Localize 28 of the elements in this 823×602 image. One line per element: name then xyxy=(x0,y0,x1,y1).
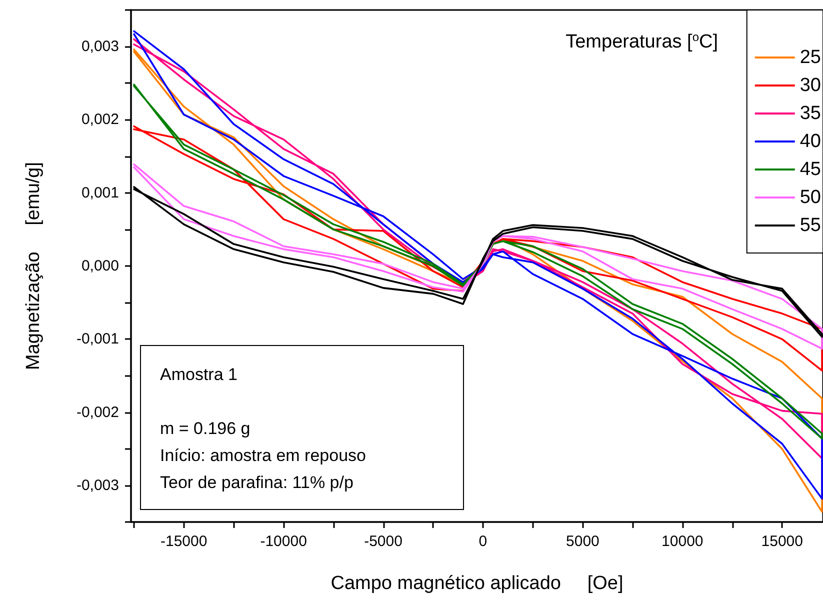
x-tick-label: 5000 xyxy=(566,533,600,550)
annotation: Início: amostra em repouso xyxy=(160,446,366,465)
x-tick-label: 15000 xyxy=(761,533,803,550)
y-axis-title: Magnetização [emu/g] xyxy=(23,162,44,370)
legend-label: 55 xyxy=(800,215,822,236)
legend-label: 30 xyxy=(800,75,822,96)
y-tick-label: 0,003 xyxy=(81,38,119,56)
legend-label: 25 xyxy=(800,47,822,68)
annotation: Teor de parafina: 11% p/p xyxy=(160,473,354,492)
x-tick-label: 10000 xyxy=(662,533,704,550)
legend-label: 40 xyxy=(800,131,822,152)
annotation: Amostra 1 xyxy=(160,365,238,384)
annotation: m = 0.196 g xyxy=(160,419,250,438)
y-tick-label: -0,003 xyxy=(76,476,119,494)
x-tick-label: -5000 xyxy=(364,533,402,550)
y-tick-label: 0,002 xyxy=(81,111,119,128)
legend-label: 35 xyxy=(800,103,822,124)
y-tick-label: -0,002 xyxy=(76,404,119,421)
x-tick-label: -10000 xyxy=(260,533,307,550)
x-tick-label: 0 xyxy=(478,533,488,550)
legend-label: 45 xyxy=(800,159,822,180)
x-tick-label: -15000 xyxy=(160,533,208,550)
line-series xyxy=(133,163,823,350)
y-tick-label: 0,000 xyxy=(81,258,119,274)
y-tick-label: 0,001 xyxy=(81,184,119,202)
legend-label: 50 xyxy=(800,187,822,208)
y-tick-label: -0,001 xyxy=(76,330,119,348)
x-axis-title: Campo magnético aplicado [Oe] xyxy=(330,573,624,594)
